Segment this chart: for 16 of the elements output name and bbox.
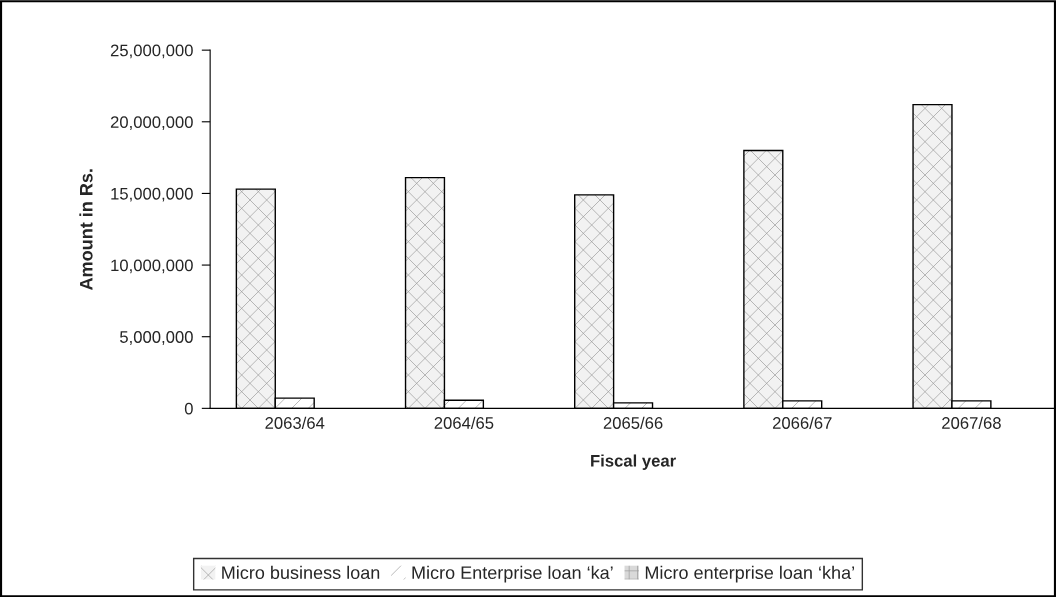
x-tick-label: 2063/64 — [265, 416, 325, 429]
x-tick-label: 2066/67 — [772, 416, 832, 429]
x-axis-title: Fiscal year — [591, 454, 676, 470]
x-tick-label: 2065/66 — [603, 416, 663, 429]
y-axis-title: Amount in Rs. — [79, 169, 93, 290]
legend-label: Micro business loan — [222, 565, 380, 580]
y-tick-label: 0 — [184, 402, 193, 415]
legend-label: Micro Enterprise loan ‘ka’ — [412, 565, 613, 583]
legend-label: Micro enterprise loan ‘kha’ — [645, 565, 855, 583]
y-tick-label: 15,000,000 — [111, 187, 193, 202]
y-tick-label: 10,000,000 — [111, 259, 193, 274]
x-tick-label: 2064/65 — [434, 416, 494, 429]
y-tick-label: 25,000,000 — [110, 44, 193, 59]
y-tick-label: 5,000,000 — [120, 331, 193, 345]
x-tick-label: 2067/68 — [942, 416, 1001, 429]
y-tick-label: 20,000,000 — [110, 116, 193, 130]
